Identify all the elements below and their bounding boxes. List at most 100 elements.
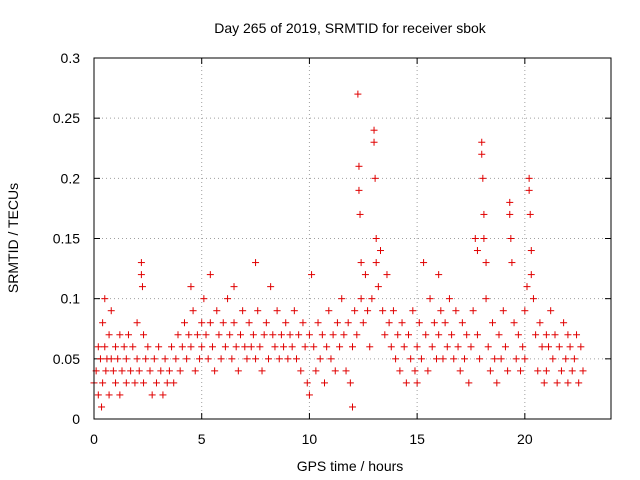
data-point: [185, 331, 193, 339]
data-point: [499, 307, 507, 315]
data-point: [183, 355, 191, 363]
data-point: [536, 319, 544, 327]
x-tick-label: 5: [198, 431, 206, 447]
data-point: [564, 379, 572, 387]
chart-title: Day 265 of 2019, SRMTID for receiver sbo…: [214, 20, 487, 36]
data-point: [329, 331, 337, 339]
data-point: [157, 367, 165, 375]
data-point: [357, 295, 365, 303]
data-point: [527, 271, 535, 279]
data-point: [202, 331, 210, 339]
data-point: [144, 343, 152, 351]
data-point: [392, 355, 400, 363]
data-point: [295, 331, 303, 339]
data-point: [98, 403, 106, 411]
data-point: [413, 379, 421, 387]
data-point: [439, 355, 447, 363]
data-point: [534, 367, 542, 375]
data-point: [476, 355, 484, 363]
data-point: [219, 319, 227, 327]
data-point: [112, 343, 120, 351]
data-point: [342, 367, 350, 375]
data-point: [101, 343, 109, 351]
data-point: [292, 355, 300, 363]
data-point: [187, 283, 195, 291]
data-point: [480, 235, 488, 242]
y-tick-label: 0.15: [53, 231, 80, 247]
data-point: [435, 271, 443, 279]
data-point: [482, 295, 490, 303]
data-point: [232, 343, 240, 351]
data-point: [394, 331, 402, 339]
data-point: [538, 343, 546, 351]
data-point: [252, 355, 260, 363]
data-point: [105, 331, 113, 339]
data-point: [254, 307, 262, 315]
data-point: [381, 331, 389, 339]
data-point: [127, 367, 135, 375]
data-point: [94, 343, 102, 351]
data-point: [484, 343, 492, 351]
data-point: [493, 379, 501, 387]
data-point: [163, 379, 171, 387]
data-point: [168, 343, 176, 351]
data-point: [344, 319, 352, 327]
data-point: [405, 331, 413, 339]
data-point: [549, 355, 557, 363]
data-point: [288, 343, 296, 351]
data-point: [217, 355, 225, 363]
data-point: [159, 391, 167, 399]
data-point: [224, 295, 232, 303]
data-point: [262, 319, 270, 327]
data-point: [243, 355, 251, 363]
data-point: [361, 271, 369, 279]
data-point: [314, 319, 322, 327]
data-point: [107, 307, 115, 315]
data-point: [116, 391, 124, 399]
data-point: [479, 174, 487, 182]
data-point: [507, 235, 515, 242]
data-point: [364, 307, 372, 315]
data-point: [305, 331, 313, 339]
y-tick-label: 0.05: [53, 351, 80, 367]
data-point: [526, 210, 534, 218]
data-point: [176, 367, 184, 375]
data-point: [241, 343, 249, 351]
data-point: [553, 379, 561, 387]
data-point: [165, 367, 173, 375]
x-axis-label: GPS time / hours: [297, 458, 404, 474]
data-point: [204, 355, 212, 363]
data-point: [198, 319, 206, 327]
data-point: [305, 391, 313, 399]
data-point: [269, 331, 277, 339]
data-point: [146, 367, 154, 375]
data-point: [521, 307, 529, 315]
data-point: [273, 307, 281, 315]
data-point: [333, 319, 341, 327]
y-tick-label: 0: [72, 411, 80, 427]
data-point: [354, 90, 362, 98]
data-point: [172, 355, 180, 363]
data-point: [101, 295, 109, 303]
x-tick-label: 15: [409, 431, 425, 447]
data-point: [355, 162, 363, 170]
data-point: [135, 367, 143, 375]
data-point: [400, 343, 408, 351]
data-point: [508, 259, 516, 267]
data-point: [323, 343, 331, 351]
data-point: [189, 307, 197, 315]
data-point: [133, 355, 141, 363]
data-point: [94, 391, 102, 399]
data-point: [523, 283, 531, 291]
data-point: [555, 343, 563, 351]
data-point: [124, 331, 132, 339]
data-point: [527, 247, 535, 255]
data-point: [148, 391, 156, 399]
data-point: [118, 367, 126, 375]
data-point: [441, 319, 449, 327]
data-point: [150, 355, 158, 363]
data-point: [473, 247, 481, 255]
data-point: [428, 343, 436, 351]
data-point: [318, 331, 326, 339]
